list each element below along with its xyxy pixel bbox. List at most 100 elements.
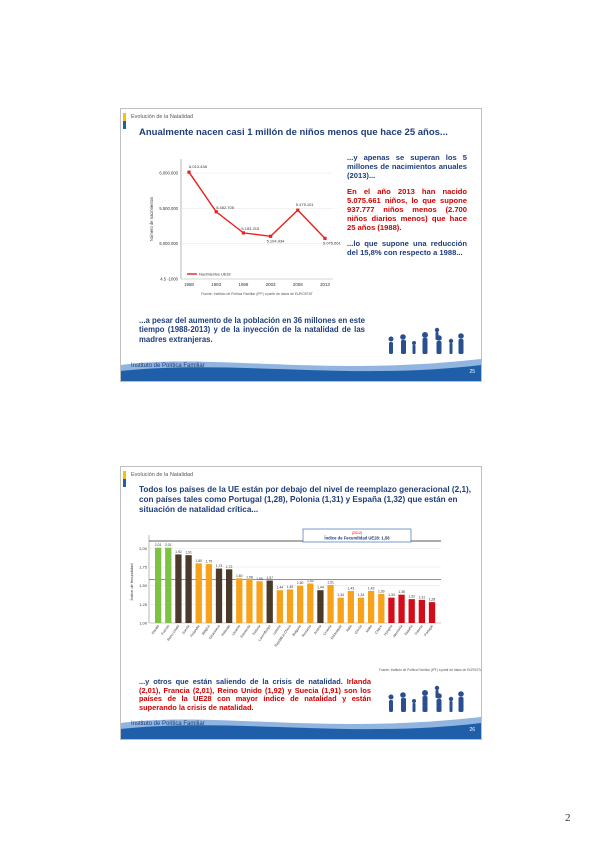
bar — [226, 569, 233, 623]
bar — [337, 597, 344, 623]
x-tick-label: Bulgaria — [292, 624, 302, 637]
slide1-bottom-note: ...a pesar del aumento de la población e… — [139, 316, 365, 344]
bar-value-label: 1,44 — [277, 586, 284, 590]
y-tick-label: 4.5 -1000 — [160, 277, 178, 282]
x-tick-label: Croacia — [322, 624, 332, 636]
bar — [246, 579, 253, 623]
slide2-bottom-note: ...y otros que están saliendo de la cris… — [139, 677, 371, 712]
data-point — [269, 234, 273, 238]
bar — [195, 563, 202, 623]
x-tick-label: Portugal — [423, 624, 434, 637]
footer-institute-name: Instituto de Política Familiar — [131, 721, 205, 727]
slide-title: Todos los países de la UE están por deba… — [139, 485, 471, 514]
legend-box-line2: Índice de Fecundidad UE28: 1,58 — [324, 536, 390, 541]
bar — [286, 589, 294, 623]
x-tick-label: Italia — [345, 624, 352, 632]
x-tick-label: Francia — [160, 624, 170, 636]
x-tick-label: Hungría — [383, 624, 393, 636]
slide-accent-bar — [123, 113, 126, 129]
y-tick-label: 1,25 — [139, 602, 148, 607]
bar-value-label: 1,38 — [398, 590, 405, 594]
bar-value-label: 1,44 — [317, 586, 324, 590]
slide-births-evolution: Evolución de la Natalidad Anualmente nac… — [120, 108, 482, 382]
bar — [276, 590, 284, 623]
commentary-para-2: En el año 2013 han nacido 5.075.661 niño… — [347, 186, 467, 233]
x-tick-label: 1988 — [184, 282, 194, 287]
bar — [205, 564, 213, 623]
slide-accent-bar — [123, 471, 126, 487]
x-tick-label: Irlanda — [151, 624, 160, 635]
slide1-commentary: ...y apenas se superan los 5 millones de… — [347, 153, 467, 263]
y-axis-title: Índice de fecundidad — [129, 564, 134, 601]
fertility-bar-chart: 1,00 1,25 1,50 1,75 2,00 Índice de fecundidad… — [129, 528, 481, 672]
x-tick-label: Lituania — [231, 624, 241, 636]
x-tick-label: Polonia — [414, 624, 424, 636]
bar — [398, 594, 405, 623]
legend-box-frame — [302, 528, 412, 543]
data-label: 5.075.661 — [323, 240, 342, 245]
bar — [428, 602, 436, 623]
x-tick-label: 2013 — [320, 282, 330, 287]
bar-value-label: 2,01 — [155, 543, 162, 547]
bar-value-label: 1,91 — [185, 551, 192, 555]
bar-value-label: 1,43 — [348, 586, 355, 590]
x-tick-label: Letonia — [272, 624, 282, 636]
chart-source: Fuente: Instituto de Política Familiar (… — [201, 292, 313, 296]
bar-value-label: 1,58 — [246, 575, 253, 579]
x-tick-label: Estonia — [252, 624, 262, 636]
footer-wave — [121, 717, 481, 739]
bar — [347, 590, 355, 623]
bar-value-label: 2,01 — [165, 543, 172, 547]
series-line-births — [188, 171, 326, 239]
bottom-note-highlight: Irlanda (2,01), Francia (2,01), Reino Un… — [139, 677, 371, 712]
bar — [327, 584, 334, 623]
bar — [307, 583, 314, 623]
data-point — [323, 236, 327, 240]
commentary-para-1: ...y apenas se superan los 5 millones de… — [347, 153, 467, 181]
x-tick-label: 1993 — [211, 282, 221, 287]
bar — [165, 547, 172, 623]
chart-source: Fuente: Instituto de Política Familiar (… — [379, 668, 481, 672]
bar — [357, 597, 365, 623]
legend-box-line1: (2012) — [352, 531, 362, 535]
x-tick-label: 2003 — [266, 282, 276, 287]
data-point — [241, 231, 245, 235]
bar — [297, 585, 304, 623]
bar-value-label: 1,39 — [378, 589, 385, 593]
data-label: 5.104.934 — [267, 238, 286, 243]
slide-title: Anualmente nacen casi 1 millón de niños … — [139, 127, 448, 138]
x-tick-label: Bélgica — [201, 624, 211, 635]
x-tick-label: España — [404, 624, 414, 636]
x-tick-label: Alemania — [392, 624, 403, 638]
x-tick-label: Austria — [313, 624, 322, 635]
x-tick-label: Grecia — [354, 624, 363, 635]
family-silhouette-image — [388, 327, 464, 354]
bar-value-label: 1,43 — [368, 586, 375, 590]
bar-value-label: 1,56 — [256, 577, 263, 581]
bar-value-label: 1,28 — [429, 598, 436, 602]
section-label: Evolución de la Natalidad — [131, 472, 194, 478]
bar-value-label: 1,34 — [337, 593, 344, 597]
x-tick-label: Finlandia — [189, 624, 200, 638]
family-silhouette-image — [388, 685, 464, 712]
bar — [175, 554, 182, 623]
bar-value-label: 1,31 — [419, 595, 426, 599]
bar — [185, 555, 192, 623]
bar — [317, 590, 324, 623]
y-tick-label: 2,00 — [139, 546, 148, 551]
bar-value-label: 1,51 — [327, 580, 334, 584]
y-axis-title: Número de nacimientos — [149, 197, 154, 241]
bar-value-label: 1,60 — [236, 574, 243, 578]
y-tick-label: 6.000.000 — [159, 171, 178, 176]
x-tick-label: Chipre — [374, 624, 383, 635]
bar-value-label: 1,72 — [226, 565, 233, 569]
section-label: Evolución de la Natalidad — [131, 114, 194, 120]
bar-value-label: 1,32 — [408, 595, 415, 599]
bar — [215, 568, 223, 623]
data-point — [187, 170, 191, 174]
bottom-note-lead: ...y otros que están saliendo de la cris… — [139, 677, 343, 686]
data-label: 5.475.101 — [296, 202, 315, 207]
bar — [388, 597, 395, 623]
x-tick-label: Holanda — [220, 624, 231, 637]
y-tick-label: 1,50 — [139, 583, 148, 588]
